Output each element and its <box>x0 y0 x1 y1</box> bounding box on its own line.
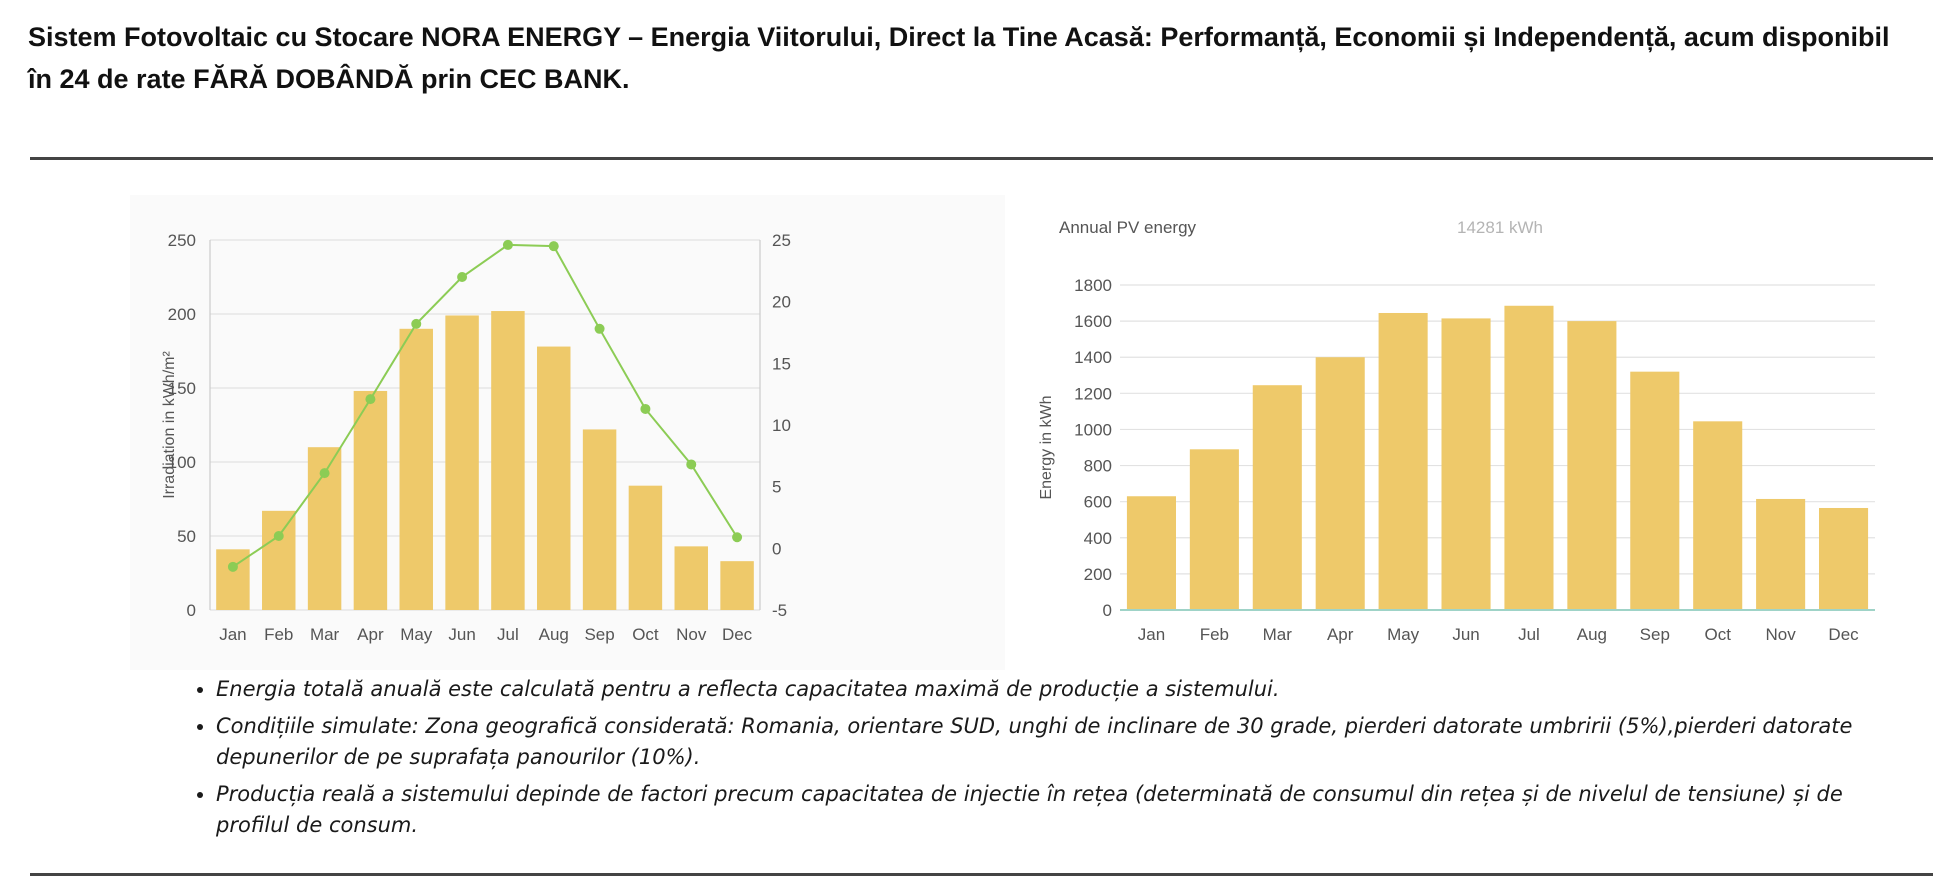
temperature-point <box>732 532 743 543</box>
y-tick-label: 100 <box>168 453 196 472</box>
annual-energy-value: 14281 kWh <box>1457 218 1543 237</box>
page-title: Sistem Fotovoltaic cu Stocare NORA ENERG… <box>28 22 1890 94</box>
x-tick-label: Dec <box>722 625 753 644</box>
temperature-line <box>232 243 738 568</box>
y-tick-label: 0 <box>187 601 196 620</box>
irradiation-bar <box>720 561 754 610</box>
irradiation-bar <box>537 346 571 610</box>
y-tick-label: 200 <box>1084 565 1112 584</box>
temperature-point <box>227 561 238 572</box>
irradiation-bar <box>628 485 663 610</box>
x-tick-label: Sep <box>584 625 614 644</box>
y-tick-label: 1800 <box>1074 276 1112 295</box>
irradiation-bar <box>353 390 388 610</box>
pv-energy-bar <box>1630 371 1680 610</box>
x-tick-label: Apr <box>357 625 384 644</box>
irradiation-bar <box>491 311 525 610</box>
pv-energy-bar <box>1693 421 1743 610</box>
x-tick-label: Sep <box>1640 625 1670 644</box>
pv-energy-bar <box>1189 449 1239 610</box>
temperature-point <box>273 531 284 541</box>
temperature-point <box>686 459 697 470</box>
x-tick-label: Mar <box>310 625 340 644</box>
irradiation-bar <box>399 328 433 610</box>
temperature-point <box>548 241 559 252</box>
note-item: Condițiile simulate: Zona geografică con… <box>216 711 1876 773</box>
pv-energy-bar <box>1819 507 1869 610</box>
y-tick-label: 1200 <box>1074 384 1112 403</box>
y2-tick-label: 0 <box>772 539 781 558</box>
temperature-point <box>640 403 651 414</box>
y-axis-label: Energy in kWh <box>1038 395 1055 499</box>
y2-tick-label: 20 <box>772 293 791 312</box>
irradiation-chart-panel: 0 50 100 150 200 250 -5 0 5 10 15 20 25 Jan Feb Mar Apr M… <box>130 195 1005 670</box>
bottom-divider <box>30 873 1933 876</box>
chart-title: Annual PV energy <box>1059 218 1197 237</box>
x-tick-label: Feb <box>264 625 293 644</box>
pv-energy-chart: Annual PV energy 14281 kWh 0 200 400 600 800 10… <box>1038 218 1875 644</box>
x-tick-label: Mar <box>1263 625 1293 644</box>
note-item: Producția reală a sistemului depinde de … <box>216 779 1876 841</box>
x-tick-label: Jul <box>1518 625 1540 644</box>
pv-energy-bar <box>1126 496 1176 610</box>
x-tick-label: May <box>400 625 433 644</box>
irradiation-bar <box>582 429 617 610</box>
x-tick-label: Oct <box>1704 625 1731 644</box>
pv-energy-bar <box>1567 321 1617 610</box>
y2-tick-label: 15 <box>772 354 791 373</box>
temperature-point <box>502 239 513 250</box>
y2-tick-label: 25 <box>772 231 791 250</box>
y-tick-label: 0 <box>1103 601 1112 620</box>
pv-energy-bar <box>1504 305 1554 610</box>
x-tick-label: May <box>1387 625 1420 644</box>
pv-energy-bar <box>1441 318 1491 610</box>
x-tick-label: Nov <box>676 625 707 644</box>
y-tick-label: 1600 <box>1074 312 1112 331</box>
temperature-point <box>319 468 330 479</box>
x-tick-label: Jun <box>448 625 475 644</box>
pv-energy-chart-panel: Annual PV energy 14281 kWh 0 200 400 600 800 10… <box>1030 205 1900 665</box>
y-tick-label: 1000 <box>1074 420 1112 439</box>
x-tick-label: Aug <box>1577 625 1607 644</box>
y-tick-label: 50 <box>177 527 196 546</box>
temperature-point <box>457 272 468 282</box>
top-divider <box>30 157 1933 160</box>
x-tick-label: Jun <box>1452 625 1479 644</box>
temperature-point <box>365 394 376 405</box>
x-tick-label: Aug <box>539 625 569 644</box>
y-tick-label: 600 <box>1084 493 1112 512</box>
notes-list: Energia totală anuală este calculată pen… <box>180 674 1876 847</box>
y-tick-label: 1400 <box>1074 348 1112 367</box>
temperature-point <box>594 323 605 334</box>
x-tick-label: Apr <box>1327 625 1354 644</box>
x-tick-label: Jan <box>1138 625 1165 644</box>
y-tick-label: 250 <box>168 231 196 250</box>
note-item: Energia totală anuală este calculată pen… <box>216 674 1876 705</box>
x-tick-label: Jul <box>497 625 519 644</box>
y-tick-label: 200 <box>168 305 196 324</box>
y2-tick-label: 10 <box>772 416 791 435</box>
irradiation-bar <box>445 315 479 610</box>
y-tick-label: 800 <box>1084 457 1112 476</box>
y-tick-label: 400 <box>1084 529 1112 548</box>
x-tick-label: Feb <box>1200 625 1229 644</box>
y-tick-label: 150 <box>168 379 196 398</box>
x-tick-label: Jan <box>219 625 246 644</box>
irradiation-bar <box>262 510 296 610</box>
pv-energy-bar <box>1252 385 1302 610</box>
pv-energy-bar <box>1756 498 1806 610</box>
x-tick-label: Oct <box>632 625 659 644</box>
x-tick-label: Dec <box>1828 625 1859 644</box>
irradiation-bar <box>674 546 708 610</box>
irradiation-chart: 0 50 100 150 200 250 -5 0 5 10 15 20 25 Jan Feb Mar Apr M… <box>161 231 791 644</box>
y2-tick-label: 5 <box>772 478 781 497</box>
x-tick-label: Nov <box>1766 625 1797 644</box>
pv-energy-bar <box>1315 357 1365 610</box>
pv-energy-bar <box>1378 312 1428 610</box>
y2-tick-label: -5 <box>772 601 787 620</box>
temperature-point <box>411 318 422 329</box>
y-axis-label: Irradiation in kWh/m² <box>161 351 178 499</box>
